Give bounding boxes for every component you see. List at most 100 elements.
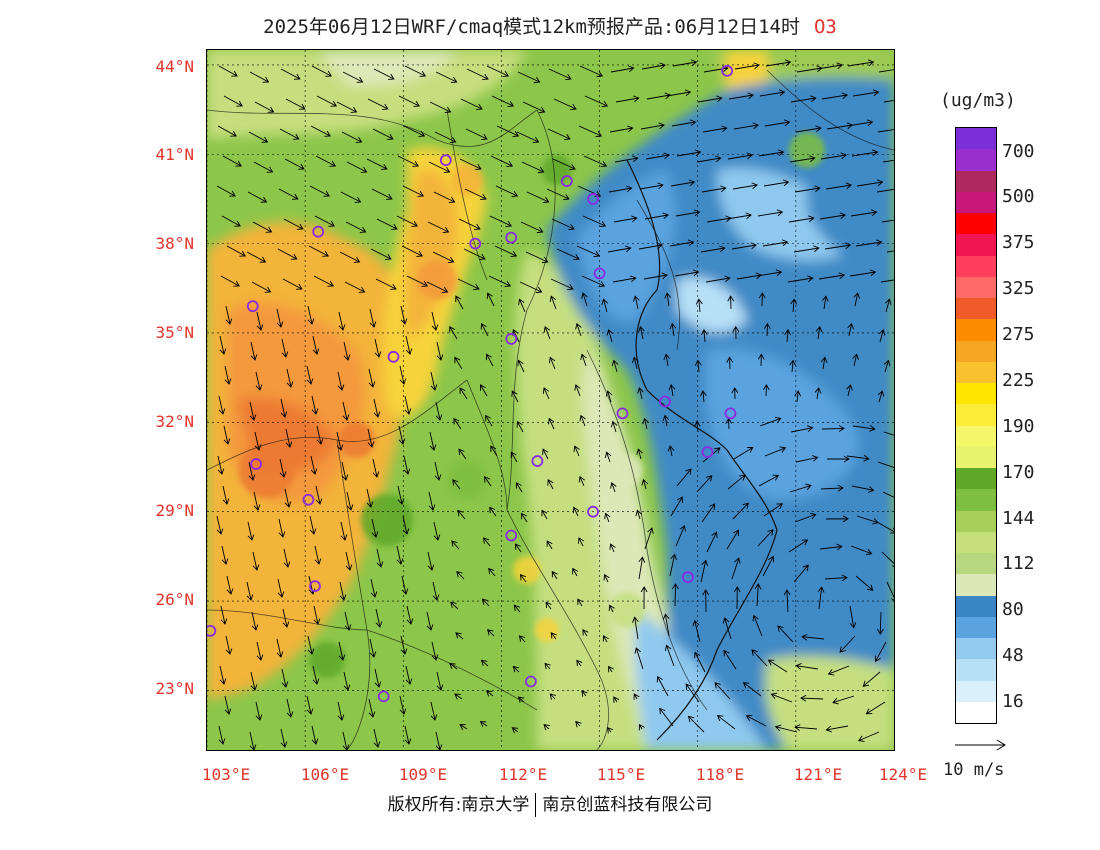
wind-arrow (794, 724, 818, 731)
wind-arrow (612, 275, 637, 283)
wind-arrow (825, 725, 849, 733)
wind-arrow (883, 99, 894, 103)
wind-arrow (789, 155, 816, 163)
wind-arrow (283, 218, 304, 230)
wind-arrow (731, 242, 757, 250)
wind-arrow (343, 341, 351, 361)
wind-arrow (510, 451, 518, 463)
footer-divider (535, 793, 537, 817)
wind-arrow (632, 356, 639, 370)
wind-arrow (582, 628, 589, 637)
wind-arrow (550, 278, 574, 291)
wind-arrow (878, 69, 894, 73)
colorbar-swatch (956, 128, 996, 150)
wind-arrow (552, 158, 576, 171)
colorbar-label: 80 (1002, 599, 1024, 620)
wind-arrow (463, 248, 486, 261)
colorbar-swatch (956, 298, 996, 320)
wind-arrow (480, 322, 489, 337)
wind-arrow (824, 574, 848, 582)
wind-arrow (338, 311, 346, 331)
wind-arrow (219, 665, 227, 685)
wind-arrow (638, 556, 646, 580)
wind-arrow (337, 371, 345, 391)
wind-arrow (518, 298, 526, 313)
wind-arrow (849, 269, 877, 277)
wind-arrow (794, 390, 802, 403)
wind-arrow (672, 59, 698, 67)
wind-arrow (371, 188, 393, 200)
wind-arrow (435, 731, 443, 750)
wind-arrow (336, 101, 358, 113)
wind-arrow (548, 417, 555, 430)
wind-arrow (314, 545, 322, 565)
wind-arrow (341, 131, 363, 143)
wind-arrow (312, 335, 320, 355)
wind-arrow (849, 605, 857, 629)
colorbar-label: 375 (1002, 232, 1035, 253)
wind-arrow (656, 675, 669, 697)
wind-arrow (572, 506, 579, 517)
wind-arrow (548, 356, 556, 370)
wind-arrow (821, 425, 845, 432)
wind-arrow (428, 161, 451, 173)
wind-arrow (752, 614, 763, 637)
wind-arrow (575, 720, 582, 728)
lon-label: 118°E (695, 765, 745, 784)
wind-arrow (883, 431, 894, 436)
wind-arrow (397, 155, 420, 167)
wind-arrow (224, 695, 232, 715)
wind-arrow (726, 529, 739, 550)
colorbar-swatch (956, 191, 996, 213)
wind-arrow (543, 723, 550, 731)
wind-arrow (451, 540, 460, 550)
wind-arrow (641, 62, 666, 70)
wind-arrow (545, 601, 552, 610)
wind-arrow (373, 68, 395, 80)
wind-arrow (674, 269, 700, 277)
wind-arrow (846, 384, 853, 397)
wind-arrow (732, 325, 740, 340)
station-marker (593, 267, 606, 280)
wind-arrow (309, 185, 330, 197)
wind-arrow (820, 484, 844, 492)
wind-arrow (436, 671, 444, 691)
wind-arrow (702, 589, 710, 613)
wind-arrow (248, 461, 256, 481)
wind-arrow (790, 425, 814, 433)
wind-arrow (479, 384, 488, 397)
wind-arrow (339, 581, 347, 601)
wind-arrow (762, 384, 770, 397)
wind-arrow (732, 502, 749, 520)
wind-arrow (726, 356, 734, 370)
station-marker (659, 395, 671, 408)
lat-label: 26°N (155, 590, 194, 609)
colorbar-label: 325 (1002, 278, 1035, 299)
wind-arrow (454, 356, 463, 370)
wind-arrow (401, 575, 409, 595)
wind-arrow (434, 461, 442, 481)
wind-arrow (307, 305, 315, 325)
lon-label: 115°E (596, 765, 646, 784)
wind-arrow (253, 491, 261, 511)
wind-arrow (336, 431, 344, 451)
wind-arrow (777, 625, 794, 643)
wind-arrow (346, 161, 368, 173)
wind-arrow (637, 387, 644, 400)
wind-arrow (728, 92, 754, 100)
wind-arrow (573, 445, 580, 457)
copyright-owner: 版权所有:南京大学 (387, 795, 530, 815)
wind-arrow (367, 98, 389, 110)
wind-arrow (762, 239, 789, 247)
wind-arrow (481, 598, 490, 607)
wind-arrow (847, 322, 854, 337)
wind-arrow (851, 149, 879, 157)
wind-arrow (692, 619, 701, 643)
wind-arrow (700, 328, 708, 343)
wind-arrow (218, 395, 226, 415)
station-marker (309, 580, 321, 593)
colorbar (955, 127, 997, 724)
wind-arrow (511, 390, 519, 403)
wind-arrow (601, 298, 609, 313)
wind-arrow (605, 390, 613, 403)
